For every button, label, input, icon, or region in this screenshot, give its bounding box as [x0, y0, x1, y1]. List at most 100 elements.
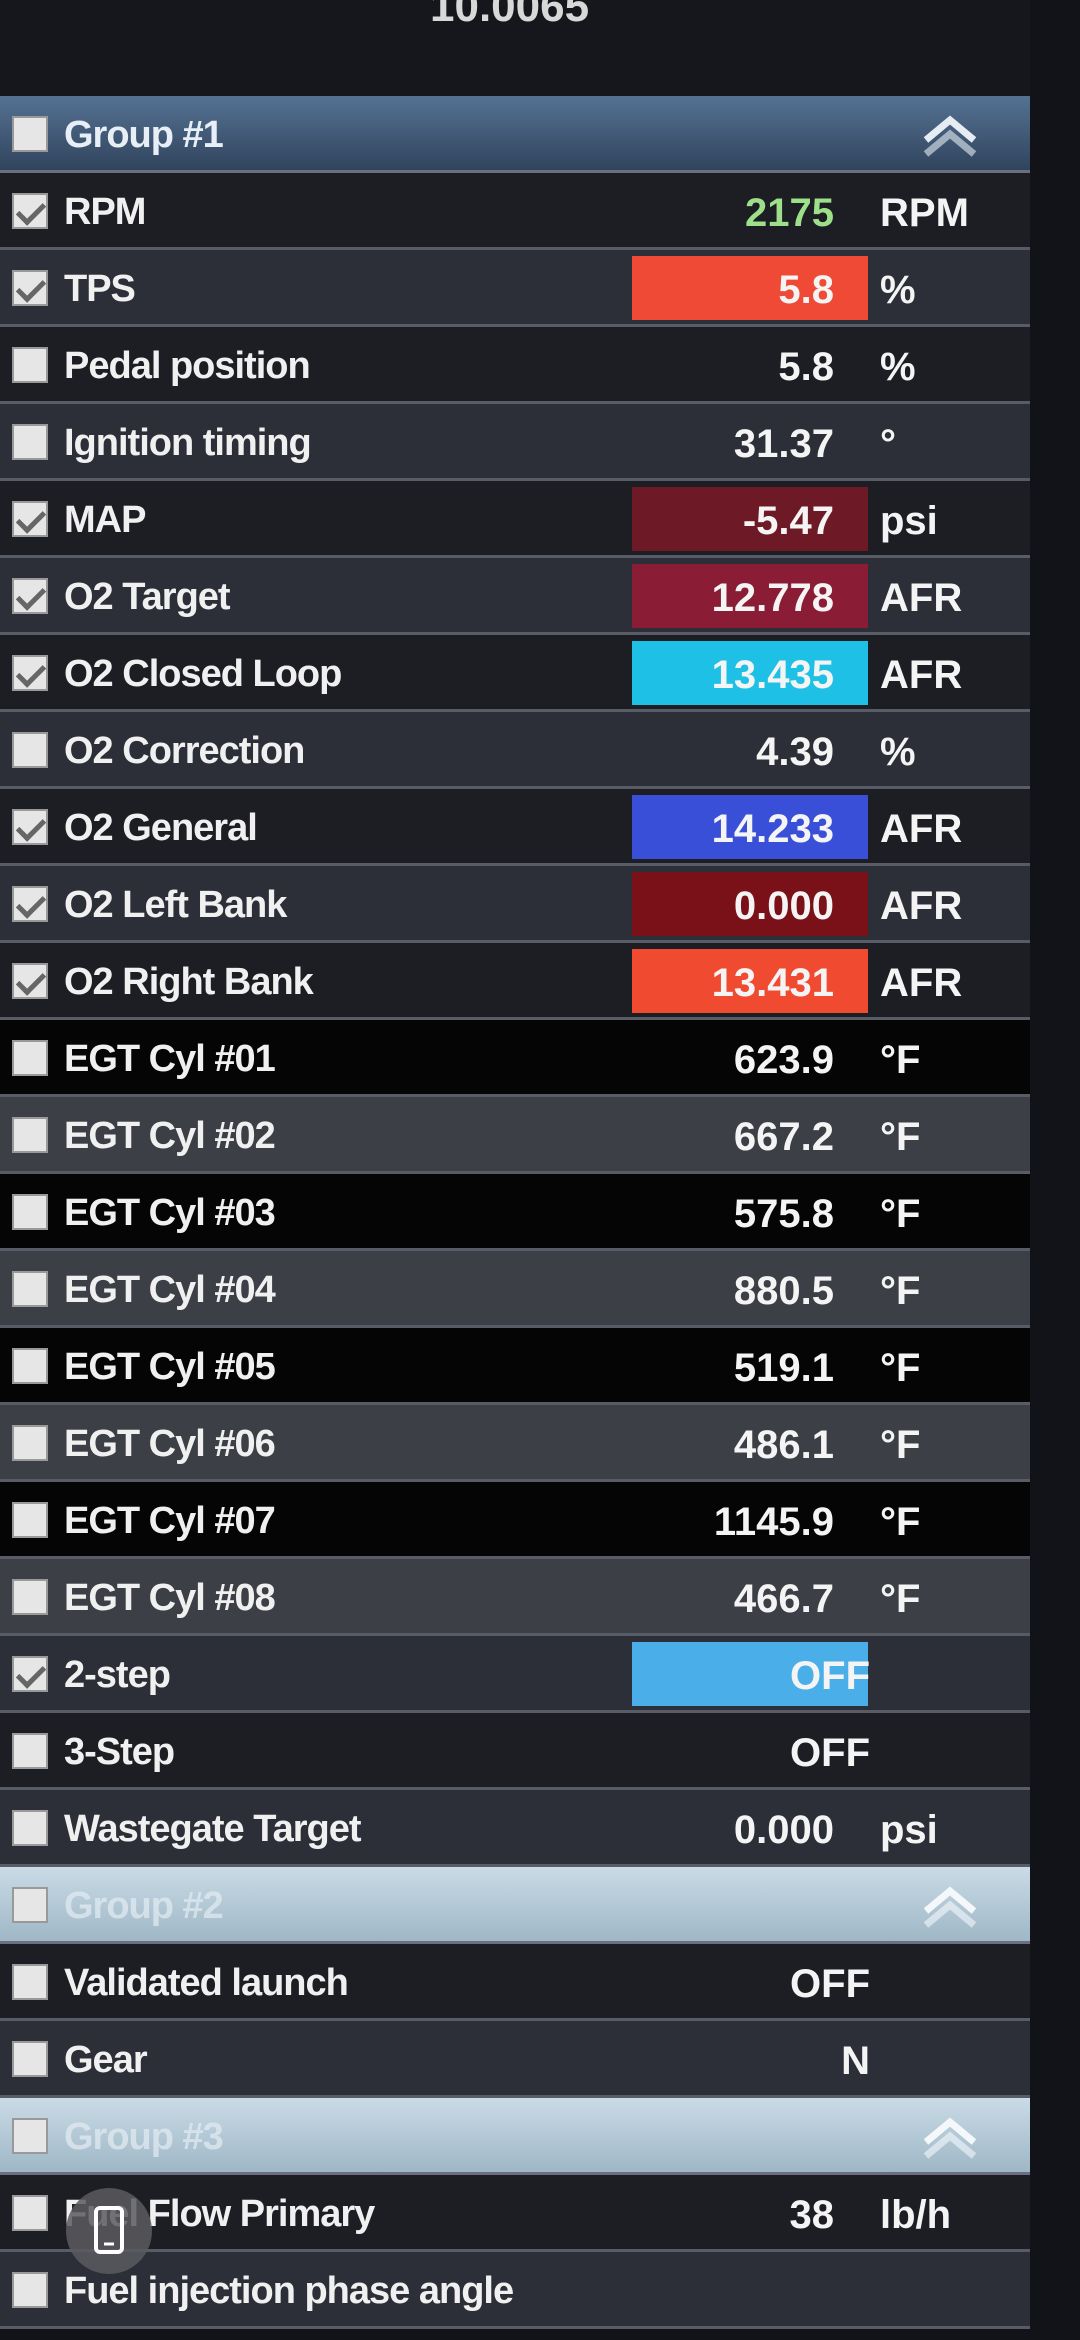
collapse-button[interactable]	[920, 110, 980, 158]
channel-unit: °F	[880, 1577, 921, 1621]
group-checkbox[interactable]	[12, 2118, 48, 2154]
checkbox[interactable]	[12, 2041, 48, 2077]
phone-button[interactable]	[66, 2188, 152, 2274]
channel-unit: psi	[880, 499, 938, 543]
channel-unit: °F	[880, 1115, 921, 1159]
checkbox[interactable]	[12, 1117, 48, 1153]
channel-unit: lb/h	[880, 2193, 952, 2237]
channel-row: RPM 2175 RPM	[0, 173, 1030, 250]
channel-label: EGT Cyl #02	[64, 1115, 276, 1157]
channel-row: EGT Cyl #02 667.2 °F	[0, 1097, 1030, 1174]
channel-value: 1145.9	[713, 1500, 834, 1544]
checkbox[interactable]	[12, 1502, 48, 1538]
channel-value: N	[841, 2039, 870, 2083]
channel-row: O2 Closed Loop 13.435 AFR	[0, 635, 1030, 712]
checkbox[interactable]	[12, 424, 48, 460]
channel-label: EGT Cyl #03	[64, 1192, 276, 1234]
channel-row: EGT Cyl #05 519.1 °F	[0, 1328, 1030, 1405]
channel-value: 31.37	[733, 422, 834, 466]
channel-unit: °F	[880, 1423, 921, 1467]
checkbox[interactable]	[12, 1579, 48, 1615]
channel-label: Ignition timing	[64, 422, 312, 464]
checkbox[interactable]	[12, 1040, 48, 1076]
checkbox[interactable]	[12, 2195, 48, 2231]
channel-label: Gear	[64, 2039, 148, 2081]
channel-label: TPS	[64, 268, 136, 310]
value-highlight	[632, 949, 868, 1013]
top-value: 10.0065	[430, 0, 590, 31]
checkbox[interactable]	[12, 1733, 48, 1769]
channel-unit: %	[880, 730, 916, 774]
channel-label: Validated launch	[64, 1962, 349, 2004]
channel-label: Fuel injection phase angle	[64, 2270, 514, 2312]
channel-value: -5.47	[742, 499, 834, 543]
channel-row: EGT Cyl #01 623.9 °F	[0, 1020, 1030, 1097]
channel-row: 3-Step OFF	[0, 1713, 1030, 1790]
checkbox[interactable]	[12, 1656, 48, 1692]
channel-row: MAP -5.47 psi	[0, 481, 1030, 558]
channel-label: EGT Cyl #01	[64, 1038, 276, 1080]
channel-row: EGT Cyl #07 1145.9 °F	[0, 1482, 1030, 1559]
checkbox[interactable]	[12, 732, 48, 768]
channel-row: EGT Cyl #08 466.7 °F	[0, 1559, 1030, 1636]
checkbox[interactable]	[12, 886, 48, 922]
channel-value: 4.39	[756, 730, 834, 774]
channel-value: 575.8	[733, 1192, 834, 1236]
group-title: Group #3	[64, 2116, 224, 2158]
checkbox[interactable]	[12, 1194, 48, 1230]
checkbox[interactable]	[12, 347, 48, 383]
checkbox[interactable]	[12, 1425, 48, 1461]
checkbox[interactable]	[12, 1810, 48, 1846]
channel-label: O2 General	[64, 807, 258, 849]
checkbox[interactable]	[12, 578, 48, 614]
channel-unit: °F	[880, 1269, 921, 1313]
channel-label: O2 Closed Loop	[64, 653, 342, 695]
value-highlight	[632, 1642, 868, 1706]
checkbox[interactable]	[12, 1271, 48, 1307]
channel-value: OFF	[790, 1654, 870, 1698]
channel-row: O2 Right Bank 13.431 AFR	[0, 943, 1030, 1020]
checkbox[interactable]	[12, 963, 48, 999]
channel-label: Pedal position	[64, 345, 311, 387]
channel-value: 0.000	[733, 884, 834, 928]
group-checkbox[interactable]	[12, 116, 48, 152]
channel-value: 13.431	[711, 961, 834, 1005]
channel-value: 623.9	[733, 1038, 834, 1082]
channel-row: EGT Cyl #03 575.8 °F	[0, 1174, 1030, 1251]
checkbox[interactable]	[12, 2272, 48, 2308]
checkbox[interactable]	[12, 501, 48, 537]
channel-row: Wastegate Target 0.000 psi	[0, 1790, 1030, 1867]
value-highlight	[632, 795, 868, 859]
channel-unit: %	[880, 345, 916, 389]
value-highlight	[632, 256, 868, 320]
collapse-button[interactable]	[920, 1881, 980, 1929]
checkbox[interactable]	[12, 809, 48, 845]
channel-label: EGT Cyl #04	[64, 1269, 276, 1311]
value-highlight	[632, 487, 868, 551]
group-checkbox[interactable]	[12, 1887, 48, 1923]
checkbox[interactable]	[12, 270, 48, 306]
channel-value: 2175	[745, 191, 834, 235]
channel-row: 2-step OFF	[0, 1636, 1030, 1713]
channel-unit: RPM	[880, 191, 969, 235]
checkbox[interactable]	[12, 1348, 48, 1384]
channel-unit: AFR	[880, 884, 963, 928]
checkbox[interactable]	[12, 193, 48, 229]
collapse-button[interactable]	[920, 2112, 980, 2160]
channel-unit: °F	[880, 1192, 921, 1236]
top-bar: 10.0065	[0, 0, 1030, 96]
channel-value: 14.233	[711, 807, 834, 851]
channel-value: 880.5	[733, 1269, 834, 1313]
channel-value: 667.2	[733, 1115, 834, 1159]
channel-unit: AFR	[880, 653, 963, 697]
checkbox[interactable]	[12, 1964, 48, 2000]
channel-row: Gear N	[0, 2021, 1030, 2098]
channel-label: EGT Cyl #08	[64, 1577, 276, 1619]
channel-row: Ignition timing 31.37 °	[0, 404, 1030, 481]
checkbox[interactable]	[12, 655, 48, 691]
channel-unit: AFR	[880, 961, 963, 1005]
group-header: Group #1	[0, 96, 1030, 173]
channel-row: EGT Cyl #06 486.1 °F	[0, 1405, 1030, 1482]
channel-row: EGT Cyl #04 880.5 °F	[0, 1251, 1030, 1328]
